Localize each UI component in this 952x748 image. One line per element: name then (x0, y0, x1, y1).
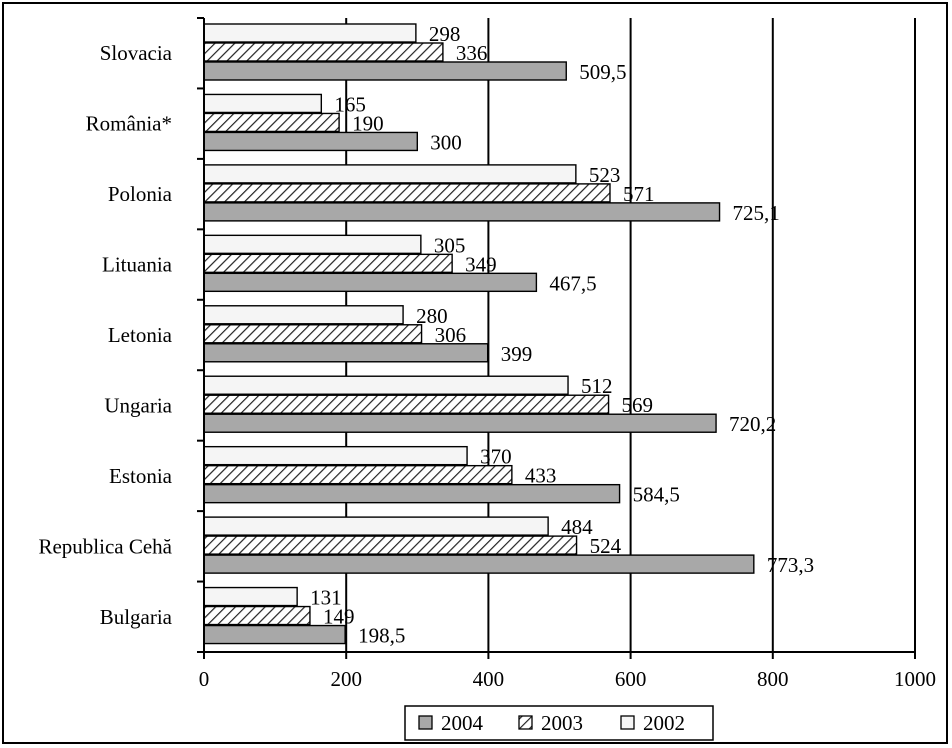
data-label: 725,1 (733, 201, 780, 225)
category-label: Slovacia (100, 41, 173, 65)
data-label: 370 (480, 445, 512, 469)
legend-label: 2002 (643, 711, 685, 735)
data-label: 524 (590, 534, 622, 558)
bar (203, 305, 404, 325)
legend-label: 2003 (541, 711, 583, 735)
data-label: 399 (501, 342, 532, 366)
data-label: 300 (430, 130, 462, 154)
category-label: România* (86, 112, 172, 136)
bar (203, 394, 610, 414)
data-label: 190 (352, 111, 384, 135)
x-tick-label: 600 (615, 667, 647, 691)
bar (203, 234, 422, 255)
legend-label: 2004 (441, 711, 484, 735)
bar (203, 61, 567, 81)
data-label: 569 (622, 393, 654, 417)
data-label: 280 (416, 304, 448, 328)
data-label: 512 (581, 374, 613, 398)
category-label: Letonia (108, 323, 173, 347)
data-label: 298 (429, 22, 461, 46)
data-label: 584,5 (633, 483, 680, 507)
category-label: Polonia (108, 182, 173, 206)
category-label: Ungaria (104, 393, 172, 417)
bar (203, 131, 419, 152)
category-label: Bulgaria (100, 605, 173, 629)
data-label: 305 (434, 233, 466, 257)
bar (203, 164, 577, 184)
legend-swatch (518, 715, 533, 730)
axes: 0 200 400 600 800 1000 (197, 17, 936, 691)
bar (203, 605, 311, 626)
bar (203, 253, 453, 274)
legend-swatch (418, 715, 433, 730)
data-label: 484 (561, 515, 593, 539)
bar (203, 535, 578, 555)
bar (203, 483, 621, 504)
bar (203, 324, 423, 344)
data-label: 571 (623, 182, 655, 206)
data-label: 131 (310, 586, 342, 610)
bar (203, 516, 549, 536)
data-label: 306 (435, 323, 467, 347)
data-label: 720,2 (729, 412, 776, 436)
data-label: 467,5 (549, 271, 596, 295)
category-label: Estonia (109, 464, 173, 488)
bar (203, 93, 323, 114)
data-label: 336 (456, 41, 488, 65)
bar (203, 42, 444, 62)
data-label: 149 (323, 605, 355, 629)
bar (203, 554, 755, 574)
data-label: 349 (465, 252, 497, 276)
bar (203, 112, 340, 133)
legend-box (404, 705, 714, 741)
bar (203, 23, 417, 43)
bar (203, 445, 468, 466)
data-label: 165 (334, 92, 366, 116)
x-tick-label: 400 (473, 667, 505, 691)
data-label: 509,5 (579, 60, 626, 84)
bar (203, 375, 569, 395)
bar (203, 183, 611, 203)
x-tick-label: 0 (199, 667, 210, 691)
legend-swatch (620, 715, 635, 730)
bar (203, 464, 513, 485)
category-label: Lituania (102, 253, 173, 277)
data-label: 198,5 (358, 624, 405, 648)
bar (203, 586, 298, 607)
bars (203, 23, 755, 645)
data-label: 523 (589, 163, 621, 187)
category-label: Republica Cehă (38, 534, 172, 558)
data-label: 773,3 (767, 553, 814, 577)
x-tick-label: 200 (330, 667, 362, 691)
legend: 2004 2003 2002 (404, 705, 714, 741)
x-tick-label: 800 (757, 667, 789, 691)
x-tick-label: 1000 (894, 667, 936, 691)
data-label: 433 (525, 464, 557, 488)
